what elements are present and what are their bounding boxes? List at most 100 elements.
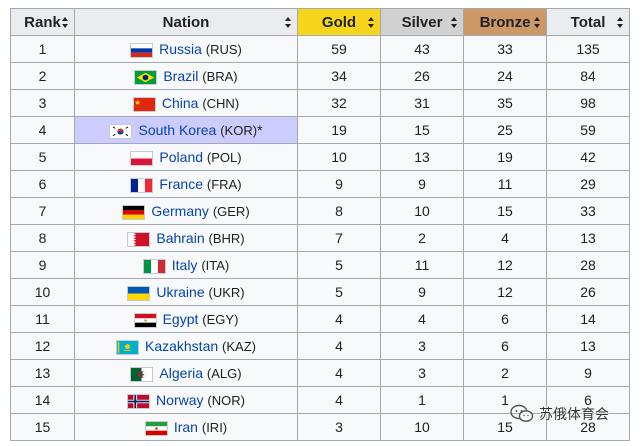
russia-flag-icon[interactable] xyxy=(130,42,154,58)
table-row: 15 Iran (IRI) 3 10 15 28 xyxy=(10,413,630,441)
total-cell: 9 xyxy=(546,359,630,387)
country-link[interactable]: Norway xyxy=(156,391,204,408)
nation-cell: Egypt (EGY) xyxy=(74,305,298,333)
gold-cell: 7 xyxy=(297,224,381,252)
poland-flag-icon[interactable] xyxy=(130,150,154,166)
rank-cell: 14 xyxy=(10,386,75,414)
sort-icon[interactable] xyxy=(617,17,624,28)
column-header-silver[interactable]: Silver xyxy=(380,8,464,36)
france-flag-icon[interactable] xyxy=(130,177,154,193)
sort-icon[interactable] xyxy=(368,17,375,28)
country-code: (RUS) xyxy=(205,41,242,57)
bahrain-flag-icon[interactable] xyxy=(127,231,151,247)
rank-cell: 8 xyxy=(10,224,75,252)
table-row: 14 Norway (NOR) 4 1 1 6 xyxy=(10,386,630,414)
wechat-icon xyxy=(510,404,534,424)
total-cell: 14 xyxy=(546,305,630,333)
germany-flag-icon[interactable] xyxy=(122,204,146,220)
bronze-cell: 4 xyxy=(463,224,547,252)
country-link[interactable]: Egypt xyxy=(162,310,199,327)
gold-cell: 19 xyxy=(297,116,381,144)
total-cell: 33 xyxy=(546,197,630,225)
table-row: 2 Brazil (BRA) 34 26 24 84 xyxy=(10,62,630,90)
rank-cell: 13 xyxy=(10,359,75,387)
table-row: 5 Poland (POL) 10 13 19 42 xyxy=(10,143,630,171)
south-korea-flag-icon[interactable] xyxy=(109,123,133,139)
iran-flag-icon[interactable] xyxy=(144,420,168,436)
nation-cell: Germany (GER) xyxy=(74,197,298,225)
gold-cell: 3 xyxy=(297,413,381,441)
table-row: 8 Bahrain (BHR) 7 2 4 13 xyxy=(10,224,630,252)
kazakhstan-flag-icon[interactable] xyxy=(115,339,139,355)
rank-cell: 7 xyxy=(10,197,75,225)
table-row: 10 Ukraine (UKR) 5 9 12 26 xyxy=(10,278,630,306)
sort-icon[interactable] xyxy=(285,17,292,28)
bronze-cell: 25 xyxy=(463,116,547,144)
sort-icon[interactable] xyxy=(451,17,458,28)
country-link[interactable]: Germany xyxy=(151,202,209,219)
medal-table: Rank Nation Gold Silver Bronze Total 1 Ru… xyxy=(10,8,630,441)
country-code: (EGY) xyxy=(202,311,239,327)
rank-cell: 11 xyxy=(10,305,75,333)
gold-cell: 10 xyxy=(297,143,381,171)
norway-flag-icon[interactable] xyxy=(127,393,151,409)
silver-cell: 4 xyxy=(380,305,464,333)
gold-cell: 4 xyxy=(297,305,381,333)
rank-cell: 9 xyxy=(10,251,75,279)
silver-cell: 43 xyxy=(380,35,464,63)
ukraine-flag-icon[interactable] xyxy=(127,285,151,301)
gold-cell: 4 xyxy=(297,359,381,387)
total-cell: 28 xyxy=(546,251,630,279)
algeria-flag-icon[interactable] xyxy=(130,366,154,382)
rank-cell: 3 xyxy=(10,89,75,117)
nation-cell: Ukraine (UKR) xyxy=(74,278,298,306)
country-link[interactable]: China xyxy=(161,94,199,111)
country-code: (ALG) xyxy=(206,365,242,381)
nation-cell: Iran (IRI) xyxy=(74,413,298,441)
silver-cell: 10 xyxy=(380,413,464,441)
column-header-total[interactable]: Total xyxy=(546,8,630,36)
italy-flag-icon[interactable] xyxy=(142,258,166,274)
china-flag-icon[interactable] xyxy=(132,96,156,112)
silver-cell: 3 xyxy=(380,332,464,360)
silver-cell: 11 xyxy=(380,251,464,279)
column-header-rank[interactable]: Rank xyxy=(10,8,75,36)
column-header-gold[interactable]: Gold xyxy=(297,8,381,36)
column-header-nation[interactable]: Nation xyxy=(74,8,298,36)
bronze-cell: 6 xyxy=(463,332,547,360)
country-link[interactable]: France xyxy=(159,175,203,192)
nation-cell: Norway (NOR) xyxy=(74,386,298,414)
country-link[interactable]: South Korea xyxy=(138,121,217,138)
nation-cell: Brazil (BRA) xyxy=(74,62,298,90)
total-cell: 29 xyxy=(546,170,630,198)
country-link[interactable]: Bahrain xyxy=(156,229,205,246)
silver-cell: 3 xyxy=(380,359,464,387)
silver-cell: 13 xyxy=(380,143,464,171)
egypt-flag-icon[interactable] xyxy=(133,312,157,328)
column-header-label: Rank xyxy=(24,13,61,31)
table-row: 12 Kazakhstan (KAZ) 4 3 6 13 xyxy=(10,332,630,360)
country-code: (FRA) xyxy=(206,176,242,192)
country-link[interactable]: Russia xyxy=(159,40,202,57)
country-link[interactable]: Italy xyxy=(171,256,198,273)
silver-cell: 26 xyxy=(380,62,464,90)
gold-cell: 5 xyxy=(297,278,381,306)
country-link[interactable]: Iran xyxy=(173,418,198,435)
nation-cell: Italy (ITA) xyxy=(74,251,298,279)
country-link[interactable]: Algeria xyxy=(159,364,204,381)
country-link[interactable]: Brazil xyxy=(163,67,199,84)
sort-icon[interactable] xyxy=(534,17,541,28)
bronze-cell: 12 xyxy=(463,251,547,279)
country-link[interactable]: Kazakhstan xyxy=(144,337,219,354)
sort-icon[interactable] xyxy=(62,17,69,28)
gold-cell: 32 xyxy=(297,89,381,117)
brazil-flag-icon[interactable] xyxy=(134,69,158,85)
column-header-bronze[interactable]: Bronze xyxy=(463,8,547,36)
column-header-label: Bronze xyxy=(479,13,531,31)
total-cell: 42 xyxy=(546,143,630,171)
host-nation-marker: * xyxy=(257,121,263,138)
bronze-cell: 24 xyxy=(463,62,547,90)
country-link[interactable]: Ukraine xyxy=(156,283,205,300)
country-link[interactable]: Poland xyxy=(159,148,204,165)
table-row: 13 Algeria (ALG) 4 3 2 9 xyxy=(10,359,630,387)
